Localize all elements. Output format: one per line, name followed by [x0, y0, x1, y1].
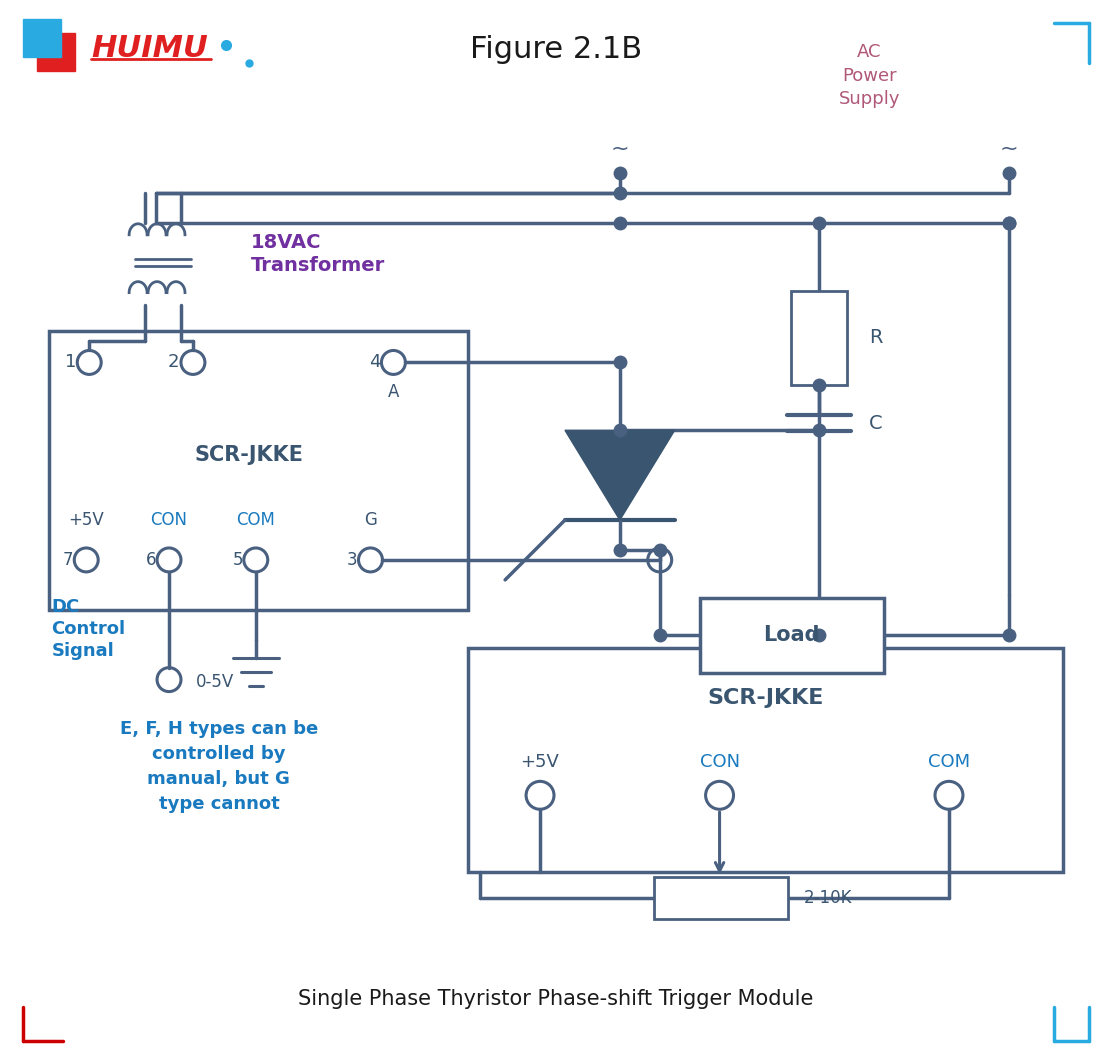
Text: 0-5V: 0-5V	[196, 673, 235, 691]
Polygon shape	[565, 431, 675, 520]
Bar	[23, 19, 61, 57]
Text: Figure 2.1B: Figure 2.1B	[470, 35, 642, 64]
Text: 6: 6	[146, 551, 156, 569]
Text: HUIMU: HUIMU	[91, 34, 208, 63]
Text: E, F, H types can be
controlled by
manual, but G
type cannot: E, F, H types can be controlled by manua…	[120, 720, 318, 812]
Text: +5V: +5V	[68, 511, 105, 529]
Bar	[38, 33, 76, 71]
Bar	[792, 290, 847, 386]
Text: 1: 1	[64, 353, 77, 371]
Bar	[49, 331, 468, 610]
Text: 4: 4	[369, 353, 380, 371]
Text: AC
Power
Supply: AC Power Supply	[838, 44, 900, 108]
Bar	[699, 597, 884, 673]
Text: 2-10K: 2-10K	[803, 889, 852, 907]
Text: G: G	[364, 511, 377, 529]
Text: Load: Load	[763, 625, 820, 645]
Text: 2: 2	[168, 353, 179, 371]
Text: R: R	[870, 328, 883, 347]
Text: 18VAC
Transformer: 18VAC Transformer	[251, 233, 385, 275]
Text: SCR-JKKE: SCR-JKKE	[707, 688, 824, 708]
Text: Single Phase Thyristor Phase-shift Trigger Module: Single Phase Thyristor Phase-shift Trigg…	[298, 989, 814, 1009]
Text: CON: CON	[699, 754, 739, 772]
Text: 5: 5	[232, 551, 242, 569]
Text: 7: 7	[62, 551, 73, 569]
Text: A: A	[388, 384, 399, 402]
Text: CON: CON	[150, 511, 188, 529]
Text: COM: COM	[237, 511, 276, 529]
Text: DC
Control
Signal: DC Control Signal	[51, 597, 126, 660]
Text: SCR-JKKE: SCR-JKKE	[195, 445, 304, 466]
Text: COM: COM	[927, 754, 970, 772]
Text: C: C	[870, 414, 883, 433]
Bar	[654, 877, 788, 919]
Text: ~: ~	[1000, 139, 1019, 159]
Text: ~: ~	[610, 139, 629, 159]
Text: +5V: +5V	[520, 754, 559, 772]
Text: 3: 3	[347, 551, 358, 569]
Bar	[468, 647, 1063, 872]
